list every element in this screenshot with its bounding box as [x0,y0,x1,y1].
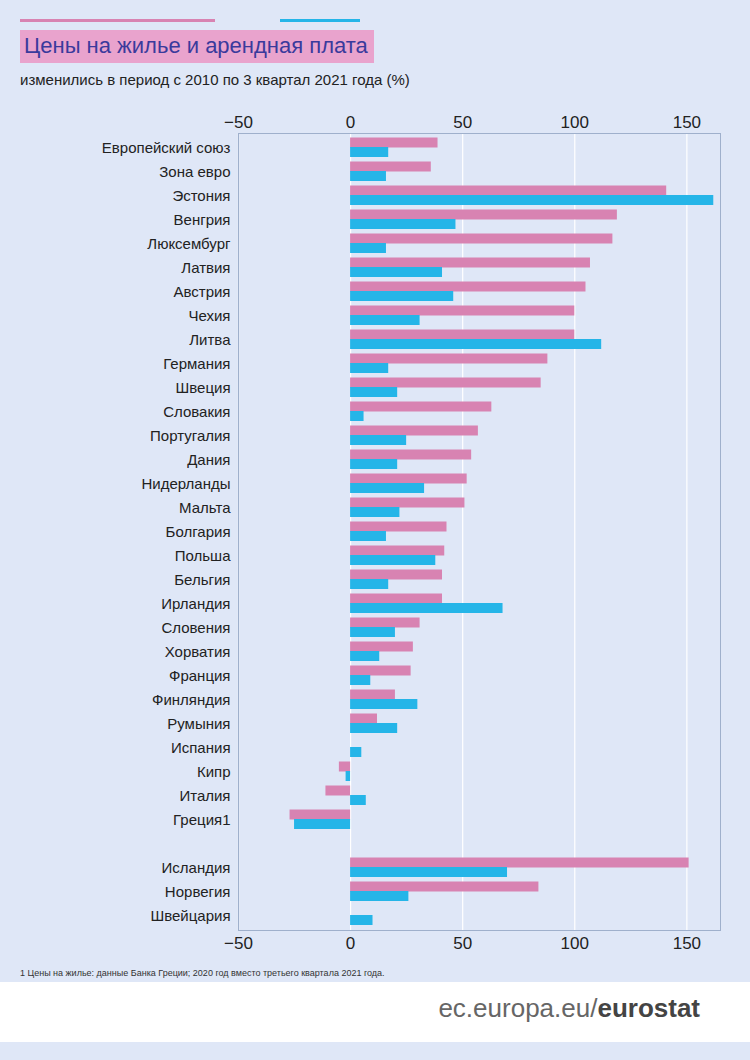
svg-text:Чехия: Чехия [188,307,230,324]
svg-text:Норвегия: Норвегия [165,883,231,900]
svg-text:Нидерланды: Нидерланды [141,475,230,492]
svg-text:Кипр: Кипр [197,763,231,780]
svg-text:100: 100 [561,113,589,132]
svg-text:Польша: Польша [175,547,231,564]
svg-text:Европейский союз: Европейский союз [102,139,231,156]
svg-text:−50: −50 [224,934,253,953]
svg-text:Литва: Литва [189,331,231,348]
svg-text:Италия: Италия [179,787,230,804]
svg-text:Швейцария: Швейцария [150,907,230,924]
svg-text:Финляндия: Финляндия [152,691,230,708]
svg-text:0: 0 [346,113,355,132]
svg-text:Люксембург: Люксембург [147,235,231,252]
html-text:1 Цены на жилье: данные Банка: 1 Цены на жилье: данные Банка Греции; 20… [20,968,385,978]
svg-text:−50: −50 [224,113,253,132]
svg-text:Болгария: Болгария [166,523,231,540]
svg-text:Хорватия: Хорватия [165,643,231,660]
svg-text:Венгрия: Венгрия [174,211,231,228]
svg-text:Дания: Дания [187,451,230,468]
svg-text:Бельгия: Бельгия [174,571,230,588]
svg-text:100: 100 [561,934,589,953]
svg-text:Латвия: Латвия [181,259,230,276]
svg-text:50: 50 [453,113,472,132]
svg-text:Словения: Словения [161,619,230,636]
svg-text:Ирландия: Ирландия [161,595,230,612]
svg-text:0: 0 [346,934,355,953]
svg-text:Испания: Испания [171,739,231,756]
svg-text:Швеция: Швеция [176,379,231,396]
html-text:Цены на жилье и арендная плата: Цены на жилье и арендная плата [24,33,368,58]
html-text:ec.europa.eu/ eurostat: ec.europa.eu/ eurostat [438,993,700,1023]
svg-text:Словакия: Словакия [163,403,230,420]
svg-text:150: 150 [673,934,701,953]
svg-text:Румыния: Румыния [167,715,230,732]
svg-text:Исландия: Исландия [162,859,231,876]
svg-text:Зона евро: Зона евро [159,163,230,180]
svg-text:Греция1: Греция1 [173,811,230,828]
svg-text:Мальта: Мальта [179,499,231,516]
svg-text:Австрия: Австрия [173,283,230,300]
svg-text:150: 150 [673,113,701,132]
html-text:изменились в период с 2010 по: изменились в период с 2010 по 3 квартал … [20,71,410,88]
svg-text:Португалия: Португалия [150,427,230,444]
svg-text:50: 50 [453,934,472,953]
svg-text:Германия: Германия [163,355,230,372]
svg-text:Эстония: Эстония [172,187,230,204]
svg-text:Франция: Франция [169,667,230,684]
